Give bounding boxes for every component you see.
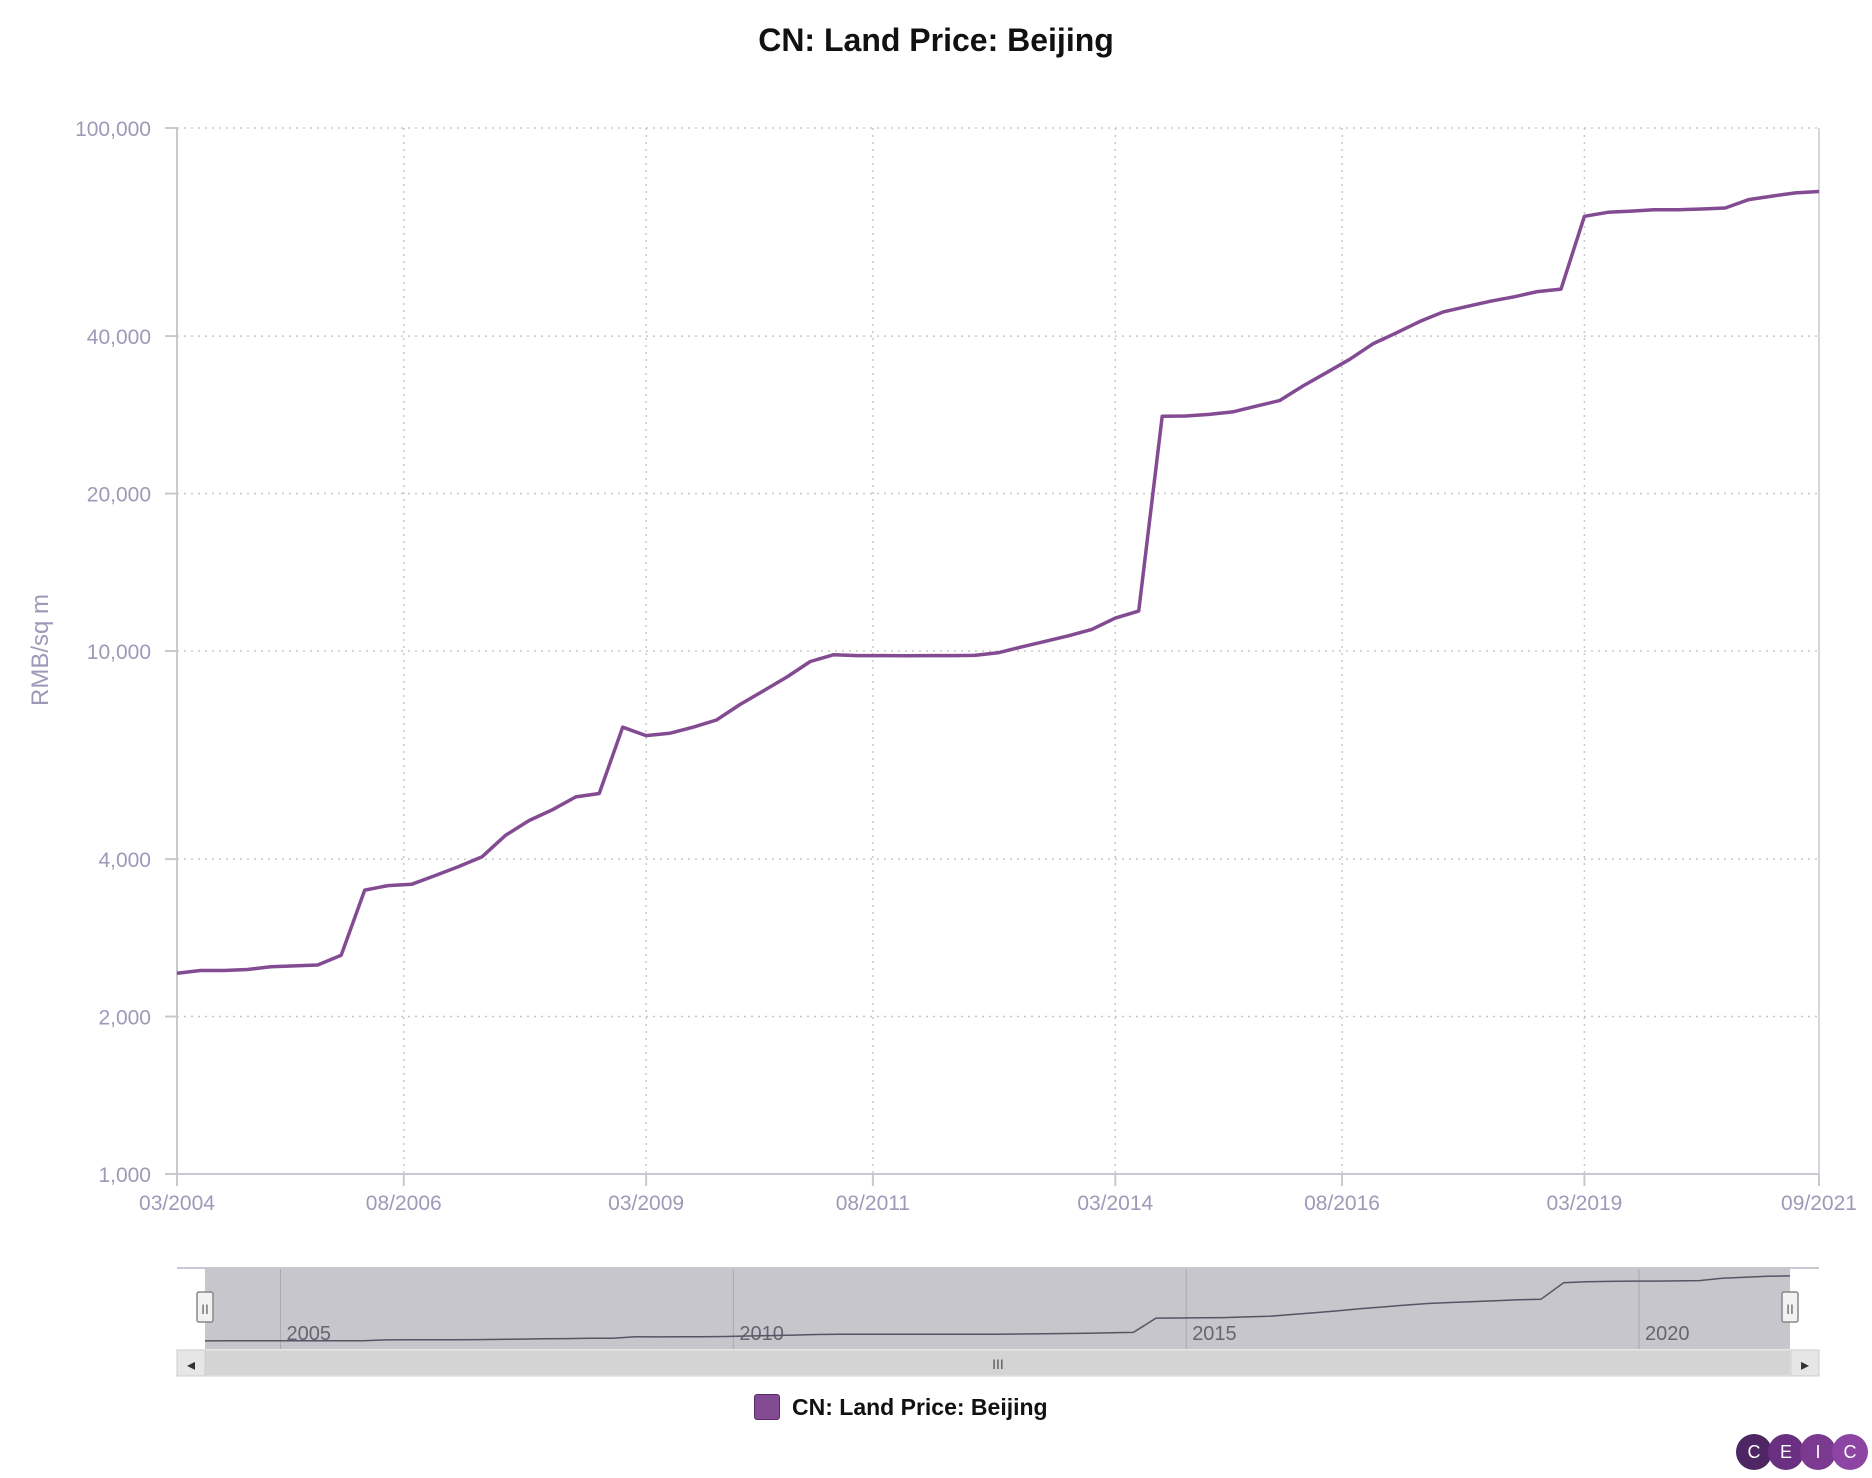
y-tick-label: 1,000 (98, 1164, 151, 1187)
navigator-series-line (204, 1275, 1791, 1342)
x-tick-label: 03/2019 (1546, 1192, 1622, 1215)
legend[interactable]: CN: Land Price: Beijing (754, 1392, 1048, 1422)
navigator-year-lines: 2005 2010 2015 2020 (279, 1269, 1690, 1349)
y-tick-label: 20,000 (87, 484, 151, 507)
legend-label: CN: Land Price: Beijing (792, 1393, 1048, 1420)
x-tick-label: 03/2014 (1077, 1192, 1153, 1215)
navigator-left-handle[interactable]: II (196, 1291, 214, 1323)
navigator-left-handle-grip: II (201, 1301, 209, 1317)
scroll-left-arrow-icon: ◂ (187, 1355, 195, 1374)
navigator-year-label: 2005 (286, 1323, 331, 1345)
ceic-logo: C E I C (1736, 1434, 1868, 1470)
y-axis-label: RMB/sq m (27, 594, 54, 706)
y-axis-ticks: 1,000 2,000 4,000 10,000 20,000 40,000 100,000 (75, 118, 177, 1187)
scroll-right-button[interactable]: ▸ (1790, 1349, 1820, 1377)
x-tick-label: 09/2021 (1781, 1192, 1857, 1215)
x-tick-label: 03/2009 (608, 1192, 684, 1215)
logo-letter-c1: C (1736, 1434, 1772, 1470)
series-layer (176, 189, 1820, 976)
x-tick-label: 08/2016 (1304, 1192, 1380, 1215)
navigator-right-handle[interactable]: II (1781, 1291, 1799, 1323)
chart-title: CN: Land Price: Beijing (758, 22, 1114, 58)
legend-swatch (754, 1394, 780, 1420)
x-axis-ticks: 03/2004 08/2006 03/2009 08/2011 03/2014 08/20… (139, 1174, 1857, 1215)
grid (177, 127, 1819, 1174)
navigator-right-handle-grip: II (1786, 1301, 1794, 1317)
y-tick-label: 10,000 (87, 641, 151, 664)
y-tick-label: 40,000 (87, 326, 151, 349)
logo-letter-e: E (1768, 1434, 1804, 1470)
x-tick-label: 03/2004 (139, 1192, 215, 1215)
scrollbar[interactable]: III ◂ ▸ (176, 1349, 1820, 1377)
y-tick-label: 100,000 (75, 118, 151, 141)
navigator[interactable]: 2005 2010 2015 2020 II II (177, 1267, 1819, 1349)
x-tick-label: 08/2011 (836, 1192, 910, 1215)
navigator-year-label: 2020 (1645, 1323, 1690, 1345)
navigator-year-label: 2015 (1192, 1323, 1237, 1345)
logo-letter-c2: C (1832, 1434, 1868, 1470)
scrollbar-thumb[interactable] (205, 1351, 1790, 1375)
y-tick-label: 4,000 (98, 849, 151, 872)
navigator-year-label: 2010 (739, 1323, 784, 1345)
navigator-window[interactable] (205, 1269, 1790, 1349)
series-line (176, 189, 1820, 976)
scrollbar-grip: III (992, 1356, 1004, 1372)
x-tick-label: 08/2006 (366, 1192, 442, 1215)
scroll-left-button[interactable]: ◂ (176, 1349, 206, 1377)
logo-letter-i: I (1800, 1434, 1836, 1470)
scroll-right-arrow-icon: ▸ (1801, 1355, 1809, 1374)
y-tick-label: 2,000 (98, 1007, 151, 1030)
